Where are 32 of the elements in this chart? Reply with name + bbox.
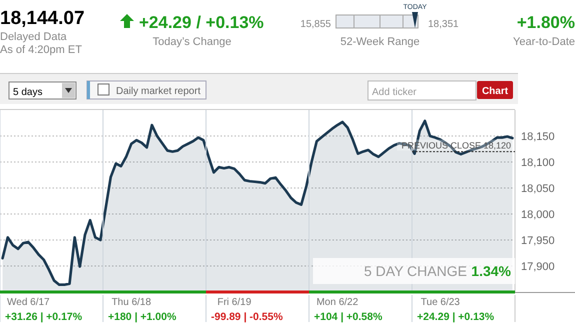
- annotation: 1.34%: [471, 263, 512, 279]
- y-tick-label: 18,100: [521, 157, 555, 169]
- text: Chart: [482, 86, 509, 97]
- text: Add ticker: [372, 87, 418, 98]
- y-tick-label: 17,900: [521, 261, 555, 273]
- x-tick-label: Fri 6/19: [217, 297, 252, 308]
- text: +24.29 / +0.13%: [139, 13, 264, 32]
- x-tick-label: Mon 6/22: [316, 297, 359, 308]
- text: +180 | +1.00%: [108, 311, 177, 323]
- y-tick-label: 17,950: [521, 235, 555, 247]
- y-tick-label: 18,000: [521, 209, 555, 221]
- text: 18,351: [428, 19, 460, 30]
- text: Daily market report: [116, 86, 201, 97]
- text: +1.80%: [516, 13, 575, 32]
- chart-title: 18,144.07: [0, 8, 85, 29]
- text: Delayed Data: [0, 31, 68, 43]
- y-tick-label: 18,050: [521, 183, 555, 195]
- text: Today’s Change: [152, 36, 232, 48]
- text: +24.29 | +0.13%: [417, 311, 495, 323]
- text: Year-to-Date: [513, 36, 575, 48]
- x-tick-label: Wed 6/17: [7, 297, 50, 308]
- y-tick-label: 18,150: [521, 131, 555, 143]
- text: +104 | +0.58%: [314, 311, 383, 323]
- text: -99.89 | -0.55%: [211, 311, 284, 323]
- text: 15,855: [300, 19, 332, 30]
- text: As of 4:20pm ET: [0, 44, 82, 56]
- annotation: 5 DAY CHANGE: [364, 263, 467, 279]
- text: +31.26 | +0.17%: [5, 311, 83, 323]
- text: 5 days: [13, 87, 42, 98]
- text: 52-Week Range: [340, 36, 420, 48]
- x-tick-label: Thu 6/18: [112, 297, 152, 308]
- x-tick-label: Tue 6/23: [420, 297, 460, 308]
